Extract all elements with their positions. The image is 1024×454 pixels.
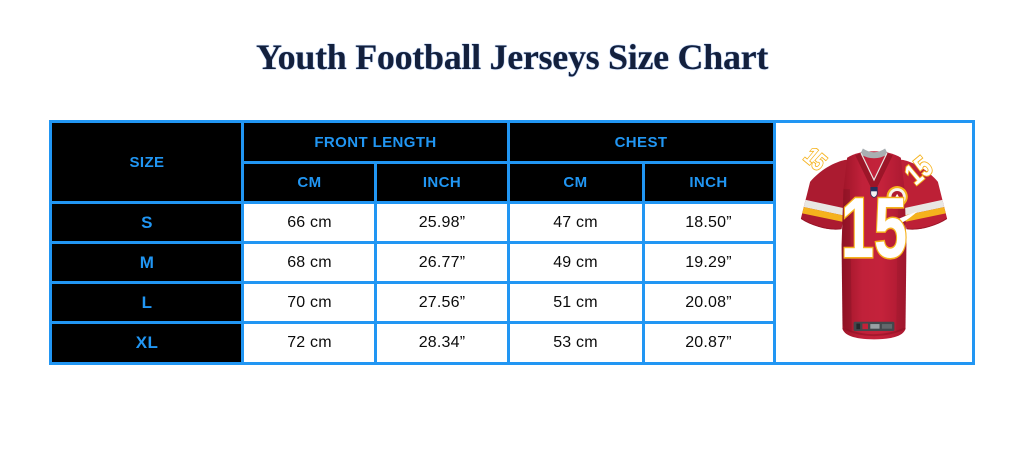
front-length-inch-value: 25.98”	[374, 201, 510, 245]
jersey-inner-collar	[859, 148, 888, 158]
chest-cm-value: 49 cm	[506, 241, 645, 285]
front-length-cm-value: 72 cm	[241, 321, 378, 366]
front-length-inch-value: 26.77”	[374, 241, 510, 285]
table-row-xl: XL 72 cm 28.34” 53 cm 20.87”	[49, 321, 973, 366]
jersey-jock-tag	[853, 321, 894, 331]
chest-group-header: CHEST	[506, 120, 776, 165]
chest-inch-value: 20.87”	[641, 321, 776, 366]
swoosh-icon	[895, 211, 918, 224]
svg-text:15: 15	[840, 179, 906, 275]
chest-inch-header: INCH	[641, 161, 776, 205]
page-title: Youth Football Jerseys Size Chart	[255, 37, 769, 77]
chest-cm-value: 51 cm	[506, 281, 645, 325]
front-length-inch-header: INCH	[374, 161, 510, 205]
red-football-jersey-graphic: 15 15	[797, 141, 947, 340]
front-length-inch-value: 28.34”	[374, 321, 510, 366]
jersey-product-image-cell: 15 15	[772, 120, 975, 366]
front-length-cm-value: 70 cm	[241, 281, 378, 325]
front-length-cm-header: CM	[241, 161, 378, 205]
jersey-vneck-trim	[854, 152, 893, 194]
chest-cm-header: CM	[506, 161, 645, 205]
table-row-l: L 70 cm 27.56” 51 cm 20.08”	[49, 281, 973, 325]
jersey-chest-number: 15	[839, 178, 908, 277]
front-length-inch-value: 27.56”	[374, 281, 510, 325]
chest-inch-value: 19.29”	[641, 241, 776, 285]
front-length-cm-value: 68 cm	[241, 241, 378, 285]
front-length-cm-value: 66 cm	[241, 201, 378, 245]
team-patch-logo	[886, 185, 908, 209]
jersey-left-sleeve	[800, 159, 849, 230]
table-row-s: S 66 cm 25.98” 47 cm 18.50”	[49, 201, 973, 245]
size-label: M	[49, 241, 245, 285]
size-label: S	[49, 201, 245, 245]
chest-inch-value: 20.08”	[641, 281, 776, 325]
jersey-image: 15 15	[777, 127, 970, 359]
chest-cm-value: 53 cm	[506, 321, 645, 366]
size-column-header: SIZE	[49, 120, 245, 205]
size-chart-table: SIZE FRONT LENGTH CHEST	[49, 120, 975, 366]
chest-cm-value: 47 cm	[506, 201, 645, 245]
size-label: L	[49, 281, 245, 325]
chest-inch-value: 18.50”	[641, 201, 776, 245]
size-label: XL	[49, 321, 245, 366]
front-length-group-header: FRONT LENGTH	[241, 120, 510, 165]
nfl-shield-logo	[869, 186, 878, 198]
table-row-m: M 68 cm 26.77” 49 cm 19.29”	[49, 241, 973, 285]
